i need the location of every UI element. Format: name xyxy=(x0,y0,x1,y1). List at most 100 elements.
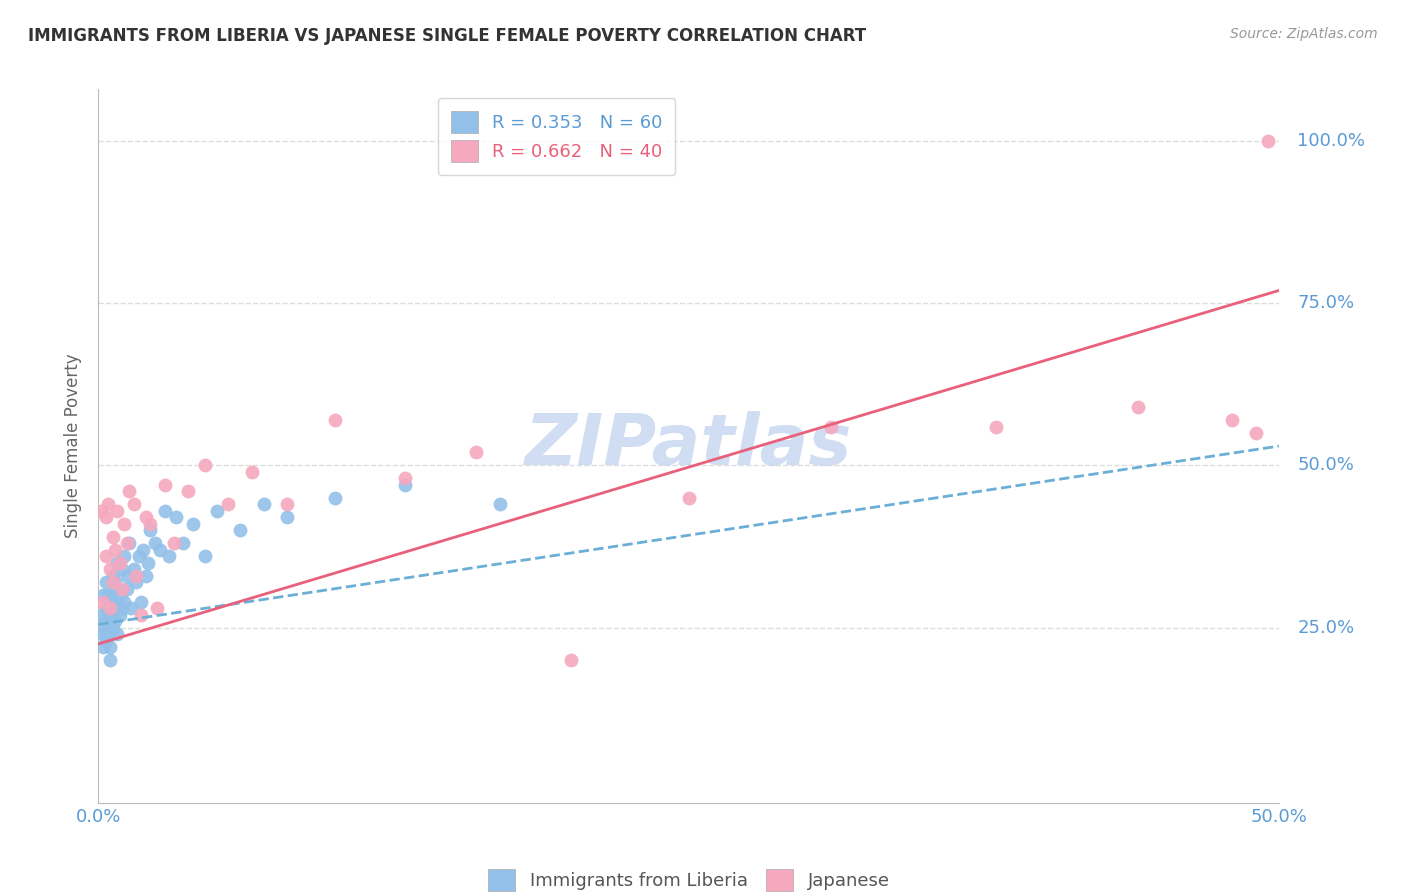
Point xyxy=(112,549,135,564)
Point xyxy=(94,601,117,615)
Point xyxy=(104,575,127,590)
Point xyxy=(135,568,157,582)
Point xyxy=(94,633,117,648)
Point xyxy=(90,621,112,635)
Point xyxy=(157,549,180,564)
Point xyxy=(253,497,276,511)
Point xyxy=(181,516,204,531)
Text: 50.0%: 50.0% xyxy=(1298,457,1354,475)
Point xyxy=(101,601,124,615)
Text: 100.0%: 100.0% xyxy=(1298,132,1365,150)
Point xyxy=(91,588,114,602)
Point xyxy=(146,601,169,615)
Y-axis label: Single Female Poverty: Single Female Poverty xyxy=(65,354,83,538)
Point xyxy=(135,510,157,524)
Point xyxy=(104,614,127,628)
Point xyxy=(98,562,121,576)
Text: Source: ZipAtlas.com: Source: ZipAtlas.com xyxy=(1230,27,1378,41)
Point xyxy=(101,621,124,635)
Point xyxy=(125,575,148,590)
Legend: Immigrants from Liberia, Japanese: Immigrants from Liberia, Japanese xyxy=(481,862,897,892)
Point xyxy=(97,497,120,511)
Point xyxy=(125,568,148,582)
Point xyxy=(118,536,141,550)
Point xyxy=(465,445,488,459)
Point xyxy=(229,524,252,538)
Point xyxy=(153,504,176,518)
Point xyxy=(98,640,121,654)
Point xyxy=(143,536,166,550)
Point xyxy=(91,627,114,641)
Point xyxy=(205,504,228,518)
Point xyxy=(194,458,217,473)
Point xyxy=(94,510,117,524)
Point xyxy=(984,419,1007,434)
Point xyxy=(98,614,121,628)
Point xyxy=(1220,413,1243,427)
Point xyxy=(194,549,217,564)
Point xyxy=(217,497,239,511)
Point xyxy=(115,568,138,582)
Point xyxy=(163,536,186,550)
Point xyxy=(105,504,128,518)
Point xyxy=(91,595,114,609)
Point xyxy=(122,497,145,511)
Point xyxy=(1126,400,1149,414)
Point xyxy=(172,536,194,550)
Point xyxy=(139,516,162,531)
Text: ZIPatlas: ZIPatlas xyxy=(526,411,852,481)
Point xyxy=(112,516,135,531)
Text: 75.0%: 75.0% xyxy=(1298,294,1354,312)
Point xyxy=(98,601,121,615)
Point xyxy=(108,556,131,570)
Point xyxy=(129,607,152,622)
Point xyxy=(132,542,155,557)
Point xyxy=(101,607,124,622)
Text: 25.0%: 25.0% xyxy=(1298,619,1354,637)
Point xyxy=(394,471,416,485)
Point xyxy=(121,601,143,615)
Point xyxy=(98,595,121,609)
Point xyxy=(105,556,128,570)
Point xyxy=(101,568,124,582)
Point xyxy=(94,614,117,628)
Point xyxy=(104,582,127,596)
Point xyxy=(122,562,145,576)
Point xyxy=(97,588,120,602)
Point xyxy=(115,536,138,550)
Point xyxy=(129,595,152,609)
Point xyxy=(139,524,162,538)
Point xyxy=(90,607,112,622)
Point xyxy=(90,504,112,518)
Point xyxy=(560,653,582,667)
Point xyxy=(240,465,263,479)
Point xyxy=(111,582,134,596)
Point xyxy=(101,575,124,590)
Point xyxy=(323,491,346,505)
Point xyxy=(165,510,187,524)
Point xyxy=(323,413,346,427)
Point xyxy=(108,607,131,622)
Point xyxy=(111,601,134,615)
Point xyxy=(128,549,150,564)
Point xyxy=(112,595,135,609)
Text: IMMIGRANTS FROM LIBERIA VS JAPANESE SINGLE FEMALE POVERTY CORRELATION CHART: IMMIGRANTS FROM LIBERIA VS JAPANESE SING… xyxy=(28,27,866,45)
Point xyxy=(489,497,512,511)
Point xyxy=(153,478,176,492)
Point xyxy=(394,478,416,492)
Point xyxy=(111,562,134,576)
Point xyxy=(177,484,200,499)
Point xyxy=(1257,134,1279,148)
Point xyxy=(108,588,131,602)
Point xyxy=(94,549,117,564)
Point xyxy=(820,419,842,434)
Point xyxy=(97,621,120,635)
Point xyxy=(118,484,141,499)
Point xyxy=(149,542,172,557)
Point xyxy=(115,582,138,596)
Point xyxy=(105,627,128,641)
Point xyxy=(276,510,298,524)
Point xyxy=(94,575,117,590)
Point xyxy=(1244,425,1267,440)
Point xyxy=(97,627,120,641)
